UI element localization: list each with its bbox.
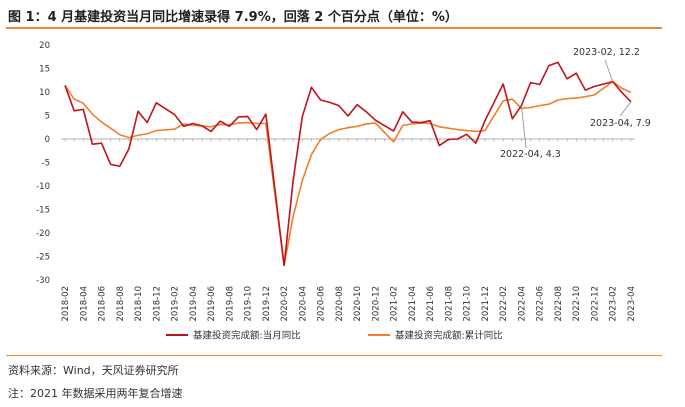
y-tick-label: 0 [45,135,50,145]
x-tick-label: 2018-02 [61,286,71,322]
x-tick-label: 2022-06 [536,286,546,322]
legend: 基建投资完成额:当月同比 基建投资完成额:累计同比 [166,330,503,342]
legend-label: 基建投资完成额:当月同比 [193,330,301,342]
series-line [64,80,632,267]
x-tick-label: 2018-12 [152,286,162,322]
x-tick-label: 2021-12 [481,286,491,322]
x-tick-label: 2022-08 [554,286,564,322]
x-tick-label: 2022-12 [590,286,600,322]
x-tick-label: 2021-10 [463,286,473,322]
series-lines [64,61,632,267]
legend-label: 基建投资完成额:累计同比 [395,330,503,342]
figure-title: 图 1：4 月基建投资当月同比增速录得 7.9%，回落 2 个百分点（单位：%） [8,10,458,25]
x-tick-label: 2018-04 [79,286,89,322]
x-tick-label: 2023-04 [627,286,637,322]
x-tick-label: 2019-10 [244,286,254,322]
x-tick-label: 2019-08 [225,286,235,322]
x-tick-label: 2020-08 [335,286,345,322]
y-tick-label: -15 [36,206,50,216]
x-tick-label: 2018-08 [116,286,126,322]
series-line [64,61,632,267]
x-axis: 2018-02 2018-04 2018-06 2018-08 2018-10 2018-… [61,286,637,322]
footnote: 注：2021 年数据采用两年复合增速 [8,387,183,400]
top-rule [6,27,662,29]
x-tick-label: 2021-08 [444,286,454,322]
x-tick-label: 2018-10 [134,286,144,322]
y-tick-label: 20 [39,41,50,51]
annotation-leader [619,101,632,117]
x-tick-label: 2023-02 [609,286,619,322]
annotation-label: 2022-04, 4.3 [500,149,561,160]
x-tick-label: 2019-06 [207,286,217,322]
y-tick-label: 5 [45,112,50,122]
y-tick-label: 15 [39,65,50,75]
x-tick-label: 2022-04 [517,286,527,322]
x-tick-label: 2021-04 [408,286,418,322]
x-tick-label: 2020-12 [371,286,381,322]
x-tick-label: 2020-04 [298,286,308,322]
x-tick-label: 2018-06 [98,286,108,322]
annotation-label: 2023-04, 7.9 [590,118,651,129]
x-tick-label: 2021-02 [390,286,400,322]
y-tick-label: -10 [36,182,50,192]
x-tick-label: 2021-06 [426,286,436,322]
line-chart: -30 -25 -20 -15 -10 -5 0 5 10 15 20 2018-02 2018-04… [36,41,651,342]
y-tick-label: -20 [36,229,50,239]
x-tick-label: 2022-02 [499,286,509,322]
x-tick-label: 2019-12 [262,286,272,322]
source-note: 资料来源：Wind，天风证券研究所 [8,364,179,377]
x-tick-label: 2019-04 [189,286,199,322]
annotations: 2023-02, 12.2 2022-04, 4.3 2023-04, 7.9 [500,47,651,160]
x-tick-label: 2022-10 [572,286,582,322]
bottom-rule [6,355,662,356]
annotation-leader [604,59,614,82]
annotation-label: 2023-02, 12.2 [573,47,640,58]
x-tick-label: 2020-10 [353,286,363,322]
y-tick-label: -5 [42,159,50,169]
y-tick-label: 10 [39,88,50,98]
annotation-leader [521,105,527,149]
x-tick-label: 2020-02 [280,286,290,322]
x-tick-label: 2020-06 [317,286,327,322]
y-axis: -30 -25 -20 -15 -10 -5 0 5 10 15 20 [36,41,50,286]
y-tick-label: -30 [36,276,50,286]
y-tick-label: -25 [36,253,50,263]
zero-baseline [61,138,635,142]
x-tick-label: 2019-02 [171,286,181,322]
